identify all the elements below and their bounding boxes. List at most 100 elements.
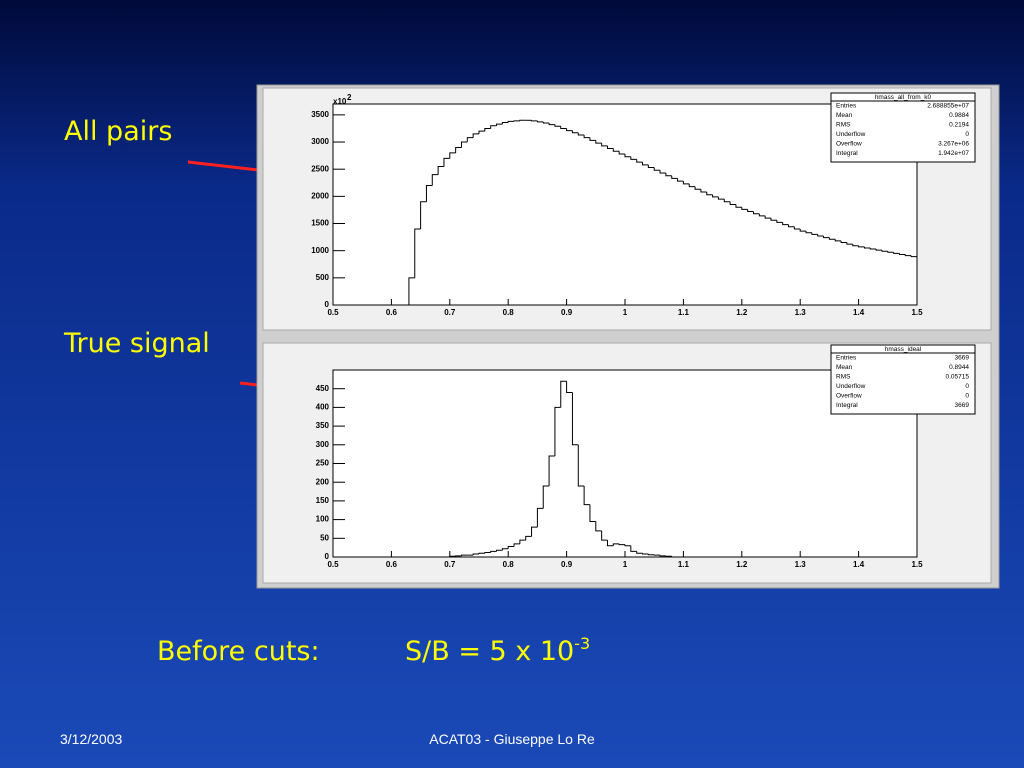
stats-value: 0.2194	[949, 122, 969, 129]
histogram-bin	[501, 548, 509, 551]
y-tick-label: 3000	[311, 137, 329, 146]
stats-value: 0	[965, 131, 969, 138]
y-tick-label: 2500	[311, 164, 329, 173]
y-multiplier: x10	[333, 97, 347, 106]
plot-frame	[332, 103, 918, 306]
histogram-bin	[752, 211, 760, 215]
x-tick-label: 1.2	[736, 308, 748, 317]
histogram-bin	[455, 146, 462, 153]
stats-box	[830, 344, 976, 415]
histogram-bin	[472, 133, 479, 138]
histogram-bin	[834, 239, 842, 242]
y-tick-label: 1500	[311, 219, 329, 228]
histogram-bin	[618, 151, 625, 155]
histogram-bin	[472, 553, 479, 556]
x-tick-label: 0.6	[386, 560, 398, 569]
histogram-bin	[536, 507, 544, 528]
histogram-bin	[869, 247, 877, 250]
histogram-bin	[671, 175, 678, 179]
y-tick-label: 0	[325, 300, 330, 309]
histogram-bin	[910, 255, 917, 258]
y-tick-label: 200	[316, 477, 330, 486]
histogram-bin	[770, 218, 777, 221]
stats-value: 0.8944	[949, 364, 969, 371]
histogram-bin	[858, 245, 865, 248]
histogram-bin	[566, 381, 573, 393]
histogram-bin	[595, 140, 602, 144]
x-tick-label: 1.5	[911, 560, 923, 569]
histogram-bin	[554, 406, 561, 457]
histogram-bin	[496, 549, 503, 552]
histogram-bin	[846, 242, 853, 245]
y-tick-label: 150	[316, 496, 330, 505]
caption: S/B = 5 x 10-3	[405, 634, 590, 667]
histogram-bin	[548, 455, 555, 486]
histogram-bin	[624, 544, 631, 547]
histogram-bin	[863, 246, 871, 249]
x-tick-label: 1.1	[678, 308, 690, 317]
histogram-bin	[653, 167, 661, 171]
stats-value: 3669	[955, 355, 970, 362]
histogram-bin	[583, 485, 590, 506]
histogram-bin	[571, 392, 579, 446]
histogram-bin	[525, 535, 532, 541]
y-tick-label: 250	[316, 459, 330, 468]
x-tick-label: 0.8	[503, 560, 515, 569]
y-tick-label: 400	[316, 403, 330, 412]
histogram-bin	[817, 234, 824, 237]
histogram-bin	[519, 119, 526, 121]
histogram-bin	[893, 252, 900, 254]
histogram-bin	[840, 240, 847, 244]
histogram-bin	[700, 189, 707, 193]
histogram-bin	[507, 546, 515, 549]
y-multiplier-power: 2	[347, 93, 352, 102]
histogram-bin	[618, 543, 625, 546]
x-tick-label: 0.7	[444, 308, 456, 317]
stats-label: Overflow	[836, 141, 862, 148]
histogram-bin	[560, 126, 567, 129]
x-tick-label: 0.6	[386, 308, 398, 317]
x-tick-label: 0.9	[561, 560, 573, 569]
stats-title: hmass_ideal	[885, 346, 922, 353]
histogram-bin	[606, 145, 614, 150]
histogram-bin	[717, 196, 725, 200]
histogram-bin	[484, 552, 491, 554]
stats-value: 1.942e+07	[938, 150, 969, 157]
x-tick-label: 0.7	[444, 560, 456, 569]
stats-value: 0	[965, 383, 969, 390]
x-tick-label: 1.5	[911, 308, 923, 317]
histogram-bin	[606, 540, 614, 547]
y-tick-label: 2000	[311, 191, 329, 200]
histogram-bin	[595, 521, 602, 532]
stats-title: hmass_all_from_k0	[875, 94, 932, 101]
stats-label: RMS	[836, 122, 851, 129]
x-tick-label: 1.4	[853, 308, 865, 317]
y-tick-label: 50	[320, 533, 329, 542]
x-tick-label: 1.3	[795, 560, 807, 569]
histogram-bin	[542, 121, 550, 124]
histogram-bin	[414, 228, 421, 278]
histogram-bin	[531, 120, 538, 122]
histogram-bin	[612, 148, 620, 152]
histogram-bin	[536, 120, 544, 123]
y-tick-label: 0	[325, 552, 330, 561]
histogram-bin	[852, 244, 859, 247]
y-tick-label: 3500	[311, 110, 329, 119]
histogram-bin	[501, 121, 509, 125]
stats-label: Integral	[836, 150, 858, 157]
footer-date: 3/12/2003	[60, 731, 122, 747]
histogram-bin	[612, 543, 620, 546]
x-tick-label: 0.5	[327, 560, 339, 569]
histogram-bin	[647, 164, 655, 169]
histogram-bin	[805, 231, 812, 234]
histogram-bin	[460, 141, 468, 148]
x-tick-label: 1.1	[678, 560, 690, 569]
histogram-bin	[542, 485, 550, 509]
stats-label: RMS	[836, 374, 851, 381]
histogram-bin	[764, 215, 771, 219]
histogram-bin	[799, 228, 807, 232]
label-true-signal: True signal	[63, 328, 210, 359]
histogram-bin	[478, 130, 485, 134]
histogram-bin	[408, 277, 415, 305]
histogram-bin	[823, 236, 830, 239]
